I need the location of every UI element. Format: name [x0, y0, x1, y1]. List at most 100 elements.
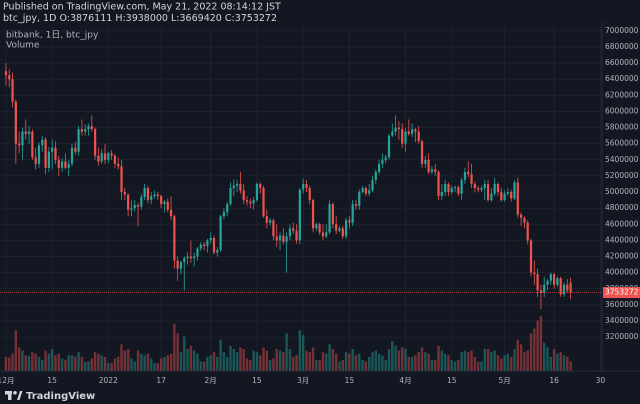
volume-bar: [453, 361, 457, 371]
candle-body: [477, 188, 480, 190]
volume-bar: [140, 353, 143, 371]
volume-bar: [44, 350, 47, 371]
candle-body: [519, 214, 523, 218]
candle-body: [539, 290, 543, 293]
volume-bar: [252, 350, 255, 371]
candle-body: [351, 204, 354, 223]
volume-bar: [209, 355, 212, 371]
y-tick-label: 4000000: [605, 268, 639, 277]
candle-body: [87, 125, 90, 130]
volume-bar: [189, 345, 193, 371]
volume-bar: [90, 358, 94, 371]
axis-layer: 7000000 6800000 6600000 6400000 6200000 60000…: [0, 22, 640, 385]
candle-body: [368, 190, 371, 194]
candle-body: [493, 183, 496, 194]
candle-body: [219, 216, 222, 251]
volume-bar: [311, 347, 315, 371]
volume-legend: Volume: [6, 41, 40, 51]
candle-body: [199, 244, 202, 249]
ohlc-value: 3753272: [235, 13, 277, 24]
x-tick-label: 16: [549, 376, 559, 385]
candle-body: [31, 131, 34, 158]
volume-bar: [506, 353, 510, 371]
volume-bar: [206, 356, 209, 371]
candle-body: [24, 131, 27, 135]
volume-bar: [447, 355, 450, 371]
candle-body: [358, 192, 361, 206]
volume-bar: [443, 353, 447, 371]
volume-bar: [344, 352, 348, 371]
candle-body: [34, 157, 37, 164]
x-tick-label: 15: [47, 376, 57, 385]
volume-bar: [183, 336, 186, 371]
candle-body: [21, 131, 24, 146]
candle-body: [8, 75, 11, 80]
volume-bar: [569, 361, 572, 371]
y-tick-label: 5400000: [605, 155, 639, 164]
candle-body: [344, 220, 348, 237]
x-tick-label: 17: [156, 376, 166, 385]
candle-body: [74, 147, 77, 152]
candle-body: [569, 282, 572, 293]
volume-bar: [546, 347, 549, 371]
candle-body: [401, 129, 404, 144]
x-tick-label: 15: [447, 376, 457, 385]
candle-body: [533, 272, 536, 275]
volume-bar: [483, 349, 486, 371]
candle-body: [434, 169, 437, 172]
volume-bar: [559, 352, 562, 371]
candle-body: [338, 228, 341, 231]
candle-body: [302, 183, 305, 190]
x-tick-label: 12月: [0, 376, 14, 385]
candle-body: [103, 153, 107, 160]
volume-bar: [407, 356, 411, 371]
volume-bar: [473, 356, 477, 371]
volume-bar: [404, 349, 407, 371]
volume-bar: [110, 363, 113, 371]
ohlc-label: H:: [115, 13, 125, 24]
volume-bar: [130, 358, 133, 371]
volume-bar: [133, 361, 136, 371]
volume-bar: [222, 352, 226, 371]
candle-body: [553, 274, 556, 285]
candle-body: [546, 280, 549, 285]
candle-body: [14, 101, 17, 144]
candle-body: [80, 129, 83, 132]
candle-body: [136, 204, 140, 207]
volume-bar: [117, 356, 120, 371]
y-tick-label: 6400000: [605, 74, 639, 83]
candle-body: [120, 166, 123, 193]
volume-bar: [341, 360, 344, 371]
y-tick-label: 5600000: [605, 139, 639, 148]
candle-body: [242, 190, 245, 201]
volume-bar: [97, 353, 100, 371]
candle-body: [4, 71, 8, 76]
volume-bar: [325, 353, 328, 371]
candle-body: [381, 159, 384, 164]
last-price-box: [603, 287, 640, 299]
ohlc-value: 3938000: [126, 13, 168, 24]
candle-body: [473, 183, 476, 189]
candle-body: [196, 248, 199, 257]
volume-bar: [358, 353, 361, 371]
volume-bar: [529, 333, 533, 371]
candle-body: [169, 209, 173, 217]
volume-bar: [265, 350, 269, 371]
candle-body: [278, 235, 282, 241]
candle-body: [143, 188, 146, 197]
volume-bar: [298, 330, 302, 371]
candle-body: [559, 278, 562, 295]
volume-bar: [523, 352, 526, 371]
candle-body: [470, 174, 473, 184]
candle-body: [440, 192, 443, 197]
volume-bar: [394, 345, 397, 371]
volume-bar: [93, 352, 97, 371]
y-tick-label: 5000000: [605, 187, 639, 196]
candle-body: [480, 188, 483, 190]
candle-body: [562, 284, 566, 295]
candle-body: [457, 187, 460, 194]
candle-body: [315, 224, 318, 229]
candle-body: [341, 228, 344, 237]
volume-bar: [566, 356, 569, 371]
volume-bar: [315, 360, 318, 371]
